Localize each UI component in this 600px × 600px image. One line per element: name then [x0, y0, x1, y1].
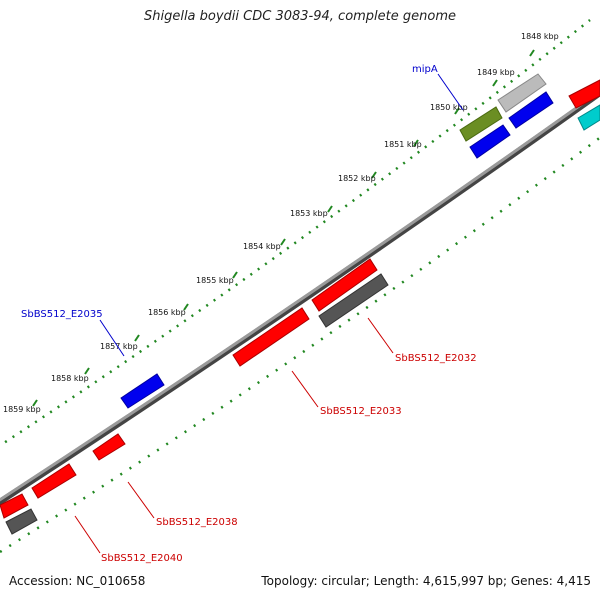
gene-label-SbBS512_E2033[interactable]: SbBS512_E2033	[320, 406, 402, 417]
feature-group-outer	[120, 73, 600, 409]
feature-SbBS512_E2035[interactable]	[120, 373, 165, 409]
kbp-label: 1851 kbp	[384, 140, 422, 149]
leader-mipA	[437, 73, 464, 111]
inner-tick-ring	[0, 135, 600, 554]
backbone	[0, 89, 600, 502]
kbp-label: 1859 kbp	[3, 405, 41, 414]
kbp-label: 1857 kbp	[100, 342, 138, 351]
feature-gray[interactable]	[318, 273, 389, 328]
gene-label-SbBS512_E2038[interactable]: SbBS512_E2038	[156, 517, 238, 528]
summary-text: Topology: circular; Length: 4,615,997 bp…	[261, 574, 591, 588]
feature-cyan[interactable]	[577, 104, 600, 131]
feature-gray[interactable]	[5, 508, 38, 535]
feature-group-inner	[0, 258, 389, 535]
feature-light-gray[interactable]	[497, 73, 547, 113]
gene-labels: mipA SbBS512_E2035 SbBS512_E2032 SbBS512…	[21, 64, 477, 564]
kbp-label: 1856 kbp	[148, 308, 186, 317]
gene-label-SbBS512_E2040[interactable]: SbBS512_E2040	[101, 553, 183, 564]
map-title: Shigella boydii CDC 3083-94, complete ge…	[143, 9, 457, 24]
feature-SbBS512_E2032[interactable]	[311, 258, 378, 312]
gene-label-mipA[interactable]: mipA	[412, 64, 438, 75]
gene-label-SbBS512_E2032[interactable]: SbBS512_E2032	[395, 353, 477, 364]
feature-blue[interactable]	[469, 124, 511, 159]
gene-label-SbBS512_E2035[interactable]: SbBS512_E2035	[21, 309, 103, 320]
major-ticks	[32, 49, 535, 407]
accession-text: Accession: NC_010658	[9, 574, 146, 588]
feature-blue[interactable]	[508, 91, 554, 129]
feature-red[interactable]	[0, 493, 29, 519]
kbp-label: 1853 kbp	[290, 209, 328, 218]
leader-SbBS512_E2040	[74, 515, 101, 554]
kbp-label: 1855 kbp	[196, 276, 234, 285]
kbp-label: 1852 kbp	[338, 174, 376, 183]
leader-lines	[74, 73, 464, 554]
leader-SbBS512_E2032	[367, 317, 394, 354]
feature-SbBS512_E2038[interactable]	[92, 433, 126, 461]
leader-SbBS512_E2033	[291, 370, 319, 408]
kbp-label: 1850 kbp	[430, 103, 468, 112]
outer-tick-ring	[0, 19, 591, 447]
kbp-label: 1848 kbp	[521, 32, 559, 41]
backbone-shadow	[0, 89, 600, 506]
feature-red[interactable]	[568, 79, 600, 109]
leader-SbBS512_E2038	[127, 481, 155, 519]
kbp-label: 1854 kbp	[243, 242, 281, 251]
leader-SbBS512_E2035	[99, 319, 125, 357]
kbp-label: 1858 kbp	[51, 374, 89, 383]
feature-SbBS512_E2040[interactable]	[31, 463, 77, 499]
feature-mipA[interactable]	[459, 106, 503, 142]
kbp-label-group: 1848 kbp 1849 kbp 1850 kbp 1851 kbp 1852…	[3, 32, 559, 414]
kbp-label: 1849 kbp	[477, 68, 515, 77]
feature-SbBS512_E2033[interactable]	[232, 307, 310, 367]
